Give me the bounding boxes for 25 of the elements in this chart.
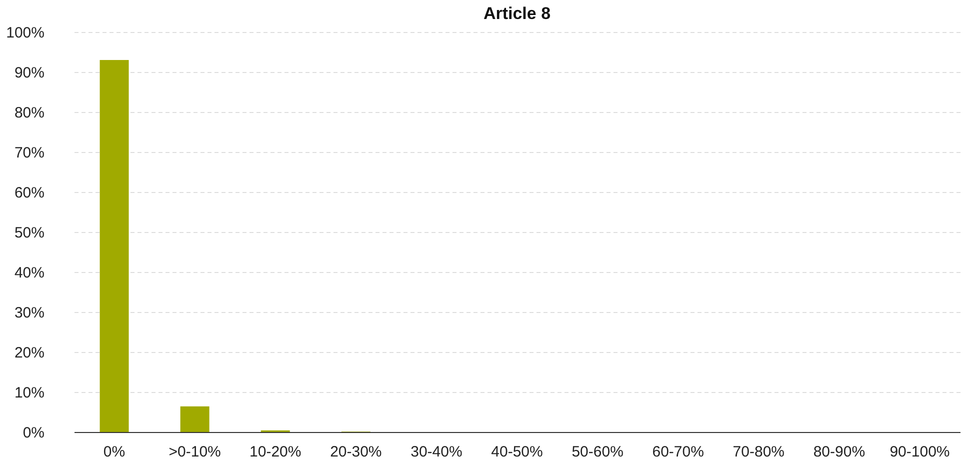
x-tick-label: 40-50% (491, 444, 543, 460)
y-tick-label: 20% (14, 344, 44, 362)
x-tick-label: 20-30% (330, 444, 382, 460)
bar (180, 406, 210, 432)
y-tick-label: 60% (14, 184, 44, 202)
x-tick-label: 60-70% (652, 444, 704, 460)
y-tick-label: 80% (14, 104, 44, 122)
x-tick-label: 30-40% (410, 444, 462, 460)
x-tick-label: 70-80% (732, 444, 784, 460)
y-tick-label: 70% (14, 144, 44, 162)
y-tick-label: 10% (14, 384, 44, 402)
bar (100, 60, 129, 432)
y-tick-label: 30% (14, 304, 44, 322)
x-tick-label: 90-100% (890, 444, 950, 460)
y-tick-label: 90% (14, 64, 44, 82)
y-tick-label: 100% (6, 24, 44, 42)
x-tick-label: >0-10% (168, 444, 221, 460)
y-tick-label: 40% (14, 264, 44, 282)
x-tick-label: 50-60% (572, 444, 624, 460)
y-tick-label: 0% (22, 424, 44, 442)
x-tick-label: 10-20% (250, 444, 302, 460)
x-tick-label: 0% (103, 444, 126, 460)
chart-title: Article 8 (483, 4, 551, 23)
y-tick-label: 50% (14, 224, 44, 242)
x-tick-label: 80-90% (813, 444, 866, 460)
